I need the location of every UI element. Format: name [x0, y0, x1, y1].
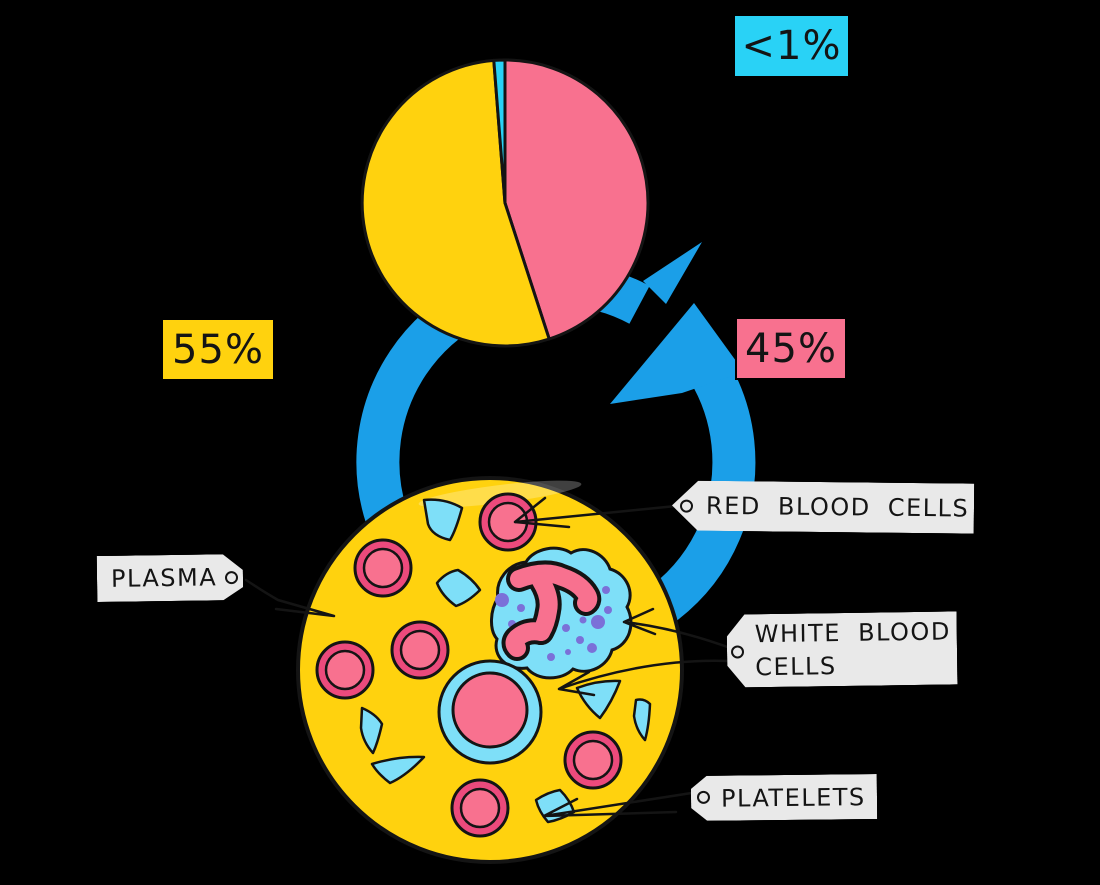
label-percent-other: <1%	[733, 14, 850, 78]
blood-smear-circle	[296, 476, 684, 864]
arrow-plasma	[244, 578, 336, 618]
cycle-arrowhead	[610, 303, 744, 404]
label-percent-plasma: 55%	[161, 318, 275, 381]
tag-platelets-label: PLATELETS	[720, 782, 866, 813]
arrow-platelets	[542, 790, 700, 818]
cycle-arrow-tail	[643, 242, 702, 304]
tag-plasma: PLASMA	[97, 554, 244, 602]
arrow-red-blood-cells	[513, 496, 688, 529]
pie-slice-cells	[503, 58, 650, 341]
arrow-white-blood-cell-1	[622, 607, 735, 651]
tag-platelets: PLATELETS	[691, 774, 877, 821]
neutrophil-nucleus	[501, 560, 602, 661]
white-blood-cell-neutrophil	[490, 546, 633, 680]
tag-hole-icon	[697, 791, 710, 804]
arrow-white-blood-cell-2	[557, 659, 731, 697]
tag-hole-icon	[225, 571, 238, 584]
red-blood-cells	[315, 492, 623, 838]
tag-red-blood-cells: RED BLOOD CELLS	[672, 480, 975, 533]
tag-hole-icon	[680, 500, 693, 513]
tag-white-blood-cells-line2: CELLS	[755, 651, 837, 681]
pie-chart	[360, 58, 650, 348]
tag-plasma-label: PLASMA	[110, 563, 218, 593]
tag-white-blood-cells-line1: WHITE BLOOD	[754, 616, 952, 648]
label-percent-cells: 45%	[735, 317, 847, 380]
pie-slice-plasma	[360, 58, 551, 348]
tag-white-blood-cells: WHITE BLOOD CELLS	[727, 611, 958, 687]
pie-slice-other	[492, 58, 507, 205]
white-blood-cell-round	[437, 659, 543, 765]
tag-hole-icon	[731, 645, 744, 658]
callout-arrows	[244, 496, 735, 818]
tag-red-blood-cells-label: RED BLOOD CELLS	[705, 491, 970, 523]
